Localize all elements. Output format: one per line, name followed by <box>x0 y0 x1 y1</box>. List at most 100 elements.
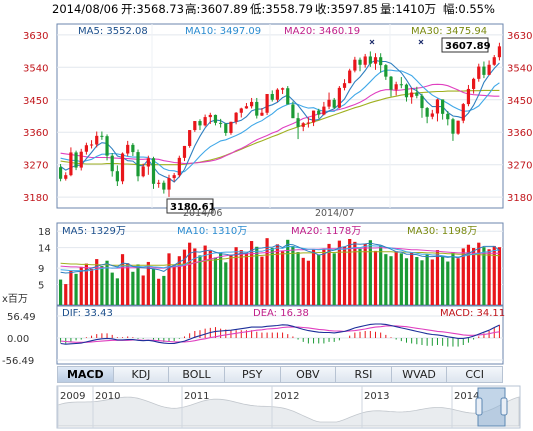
tab-boll[interactable]: BOLL <box>169 366 225 383</box>
tab-wvad[interactable]: WVAD <box>391 366 448 383</box>
candle-body <box>384 65 388 77</box>
candle-body <box>208 114 212 118</box>
candle-body <box>446 113 450 120</box>
volume-bar <box>120 254 125 305</box>
volume-y-tick: 5 <box>38 281 44 292</box>
volume-bar <box>239 250 243 305</box>
candle-body <box>311 110 316 123</box>
price-y-tick-right: 3450 <box>507 96 532 107</box>
candle-body <box>58 167 63 179</box>
price-y-tick-right: 3540 <box>507 63 532 74</box>
candle-body <box>327 99 331 107</box>
candle-body <box>213 114 218 123</box>
candle-body <box>368 56 372 64</box>
overview-year-label: 2011 <box>184 391 209 402</box>
candle-body <box>425 108 429 117</box>
volume-bar <box>58 279 63 305</box>
ma30-line <box>60 89 500 166</box>
volume-bar <box>322 248 326 305</box>
tab-rsi[interactable]: RSI <box>336 366 392 383</box>
vol-ma20-line <box>60 247 500 269</box>
tab-macd[interactable]: MACD <box>57 366 114 383</box>
volume-y-axis: 18 14 9 5 <box>38 227 51 291</box>
price-y-tick-right: 3270 <box>507 161 532 172</box>
candle-body <box>353 59 357 71</box>
tab-kdj[interactable]: KDJ <box>113 366 170 383</box>
volume-bar <box>64 284 68 305</box>
volume-bar <box>270 248 274 305</box>
overview-left-handle[interactable] <box>475 397 483 416</box>
candle-body <box>79 151 83 168</box>
candle-body <box>415 92 419 96</box>
candle-body <box>482 66 486 75</box>
volume-bar <box>291 245 295 305</box>
candle-body <box>255 101 259 116</box>
header-high: 高:3607.89 <box>185 2 248 16</box>
volume-bar <box>296 252 300 305</box>
volume-bar <box>167 253 171 305</box>
candle-body <box>100 135 104 137</box>
vol-ma5-line <box>60 242 500 274</box>
volume-bar <box>337 240 341 305</box>
candle-body <box>451 119 455 134</box>
volume-bar <box>146 261 150 305</box>
dif-legend: DIF: 33.43 <box>62 308 113 319</box>
volume-bar <box>456 258 460 305</box>
volume-bar <box>105 260 109 305</box>
price-y-tick-left: 3450 <box>23 96 48 107</box>
overview-strip[interactable]: 2009 2010 2011 2012 2013 2014 <box>56 385 521 429</box>
candle-body <box>131 144 135 153</box>
volume-bar <box>95 259 99 305</box>
candle-body <box>348 70 352 84</box>
volume-bar <box>389 256 393 305</box>
candle-body <box>399 84 403 86</box>
volume-bar <box>497 247 502 305</box>
volume-bar <box>466 244 471 305</box>
indicator-tabs: MACD KDJ BOLL PSY OBV RSI WVAD CCI <box>57 366 503 383</box>
event-marker <box>369 39 375 45</box>
volume-bar <box>280 251 285 305</box>
candle-body <box>69 152 73 176</box>
ma10-line <box>60 69 500 173</box>
price-panel: 3630 3630 3540 3540 3450 3450 3360 3360 3270 3270… <box>23 23 532 219</box>
dea-legend: DEA: 16.38 <box>253 308 309 319</box>
candle-body <box>317 110 321 115</box>
vol-ma30-line <box>60 251 500 266</box>
volume-bar <box>177 256 181 305</box>
macd-grid <box>57 315 503 361</box>
volume-bar <box>301 257 305 305</box>
candle-body <box>342 83 347 88</box>
volume-bars <box>58 238 502 305</box>
candle-body <box>193 121 197 131</box>
candle-body <box>291 104 295 119</box>
candle-body <box>182 145 187 158</box>
overview-right-handle[interactable] <box>500 397 508 416</box>
volume-bar <box>229 254 233 305</box>
volume-bar <box>373 250 378 305</box>
candle-body <box>389 76 393 90</box>
tab-cci[interactable]: CCI <box>447 366 503 383</box>
overview-year-label: 2009 <box>60 391 85 402</box>
high-callout-box <box>441 37 489 53</box>
candle-body <box>286 88 290 105</box>
candle-body <box>146 158 150 167</box>
volume-bar <box>100 266 104 305</box>
candle-body <box>379 57 383 66</box>
volume-bar <box>213 257 218 305</box>
volume-bar <box>151 268 156 305</box>
candle-body <box>126 144 130 154</box>
tab-psy[interactable]: PSY <box>224 366 281 383</box>
candle-body <box>120 153 125 182</box>
ma30-legend: MA30: 3475.94 <box>411 26 487 37</box>
candle-body <box>172 175 176 179</box>
candle-body <box>497 46 502 58</box>
volume-bar <box>399 253 403 305</box>
volume-bar <box>384 254 388 305</box>
volume-bar <box>430 259 434 305</box>
candle-body <box>441 99 445 114</box>
tab-obv[interactable]: OBV <box>280 366 337 383</box>
volume-bar <box>234 247 238 305</box>
candle-body <box>89 144 94 146</box>
volume-bar <box>286 239 290 305</box>
